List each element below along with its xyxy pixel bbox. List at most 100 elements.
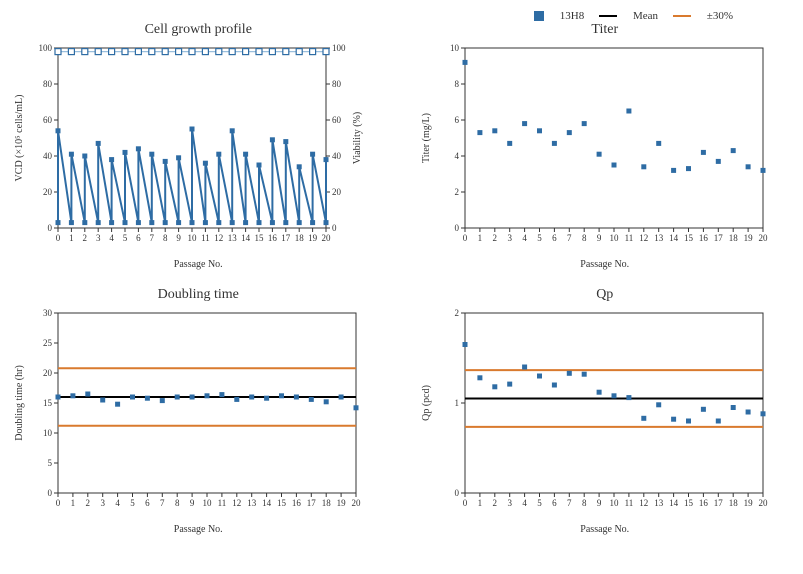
svg-text:5: 5: [123, 233, 128, 243]
svg-text:13: 13: [654, 498, 664, 508]
svg-text:11: 11: [218, 498, 227, 508]
svg-text:40: 40: [43, 151, 53, 161]
svg-text:20: 20: [758, 233, 768, 243]
svg-text:10: 10: [43, 428, 53, 438]
svg-text:13: 13: [654, 233, 664, 243]
chart-doubling: 0123456789101112131415161718192005101520…: [10, 305, 370, 515]
svg-text:2: 2: [454, 308, 459, 318]
svg-text:17: 17: [713, 498, 723, 508]
svg-text:9: 9: [190, 498, 195, 508]
svg-text:20: 20: [352, 498, 362, 508]
svg-text:25: 25: [43, 338, 53, 348]
svg-text:3: 3: [100, 498, 105, 508]
svg-text:16: 16: [698, 498, 708, 508]
svg-text:19: 19: [743, 233, 753, 243]
svg-text:14: 14: [262, 498, 272, 508]
svg-text:18: 18: [728, 498, 738, 508]
panel-titer: Titer 0123456789101112131415161718192002…: [417, 22, 794, 277]
svg-text:5: 5: [48, 458, 53, 468]
svg-text:14: 14: [669, 498, 679, 508]
svg-text:2: 2: [492, 498, 497, 508]
panel-title: Titer: [417, 22, 794, 38]
svg-text:3: 3: [507, 233, 512, 243]
svg-text:6: 6: [145, 498, 150, 508]
svg-text:14: 14: [241, 233, 251, 243]
svg-text:7: 7: [567, 233, 572, 243]
svg-text:12: 12: [639, 498, 648, 508]
legend-marker-series: [534, 11, 544, 21]
svg-text:10: 10: [203, 498, 213, 508]
svg-text:VCD (×10⁵ cells/mL): VCD (×10⁵ cells/mL): [14, 95, 25, 182]
svg-text:2: 2: [454, 187, 459, 197]
svg-text:20: 20: [332, 187, 342, 197]
svg-text:80: 80: [43, 79, 53, 89]
svg-text:0: 0: [48, 488, 53, 498]
svg-text:0: 0: [462, 498, 467, 508]
svg-text:20: 20: [43, 187, 53, 197]
svg-text:5: 5: [537, 233, 542, 243]
svg-text:11: 11: [624, 233, 633, 243]
svg-text:40: 40: [332, 151, 342, 161]
svg-text:16: 16: [268, 233, 278, 243]
svg-text:20: 20: [758, 498, 768, 508]
svg-text:4: 4: [522, 498, 527, 508]
svg-text:1: 1: [69, 233, 74, 243]
x-axis-label: Passage No.: [10, 524, 387, 535]
svg-text:12: 12: [214, 233, 223, 243]
svg-text:16: 16: [698, 233, 708, 243]
svg-text:4: 4: [109, 233, 114, 243]
svg-text:6: 6: [552, 233, 557, 243]
chart-legend: 13H8 Mean ±30%: [10, 10, 793, 22]
svg-text:14: 14: [669, 233, 679, 243]
legend-marker-band: [673, 15, 691, 17]
panel-qp: Qp 01234567891011121314151617181920012Qp…: [417, 287, 794, 542]
svg-text:4: 4: [522, 233, 527, 243]
x-axis-label: Passage No.: [10, 259, 387, 270]
svg-text:8: 8: [175, 498, 180, 508]
svg-text:6: 6: [454, 115, 459, 125]
svg-text:0: 0: [454, 488, 459, 498]
svg-text:15: 15: [255, 233, 265, 243]
svg-text:7: 7: [160, 498, 165, 508]
svg-text:8: 8: [163, 233, 168, 243]
panel-title: Doubling time: [10, 287, 387, 303]
x-axis-label: Passage No.: [417, 259, 794, 270]
svg-text:80: 80: [332, 79, 342, 89]
svg-text:1: 1: [71, 498, 76, 508]
panel-title: Qp: [417, 287, 794, 303]
svg-text:9: 9: [596, 498, 601, 508]
svg-text:19: 19: [743, 498, 753, 508]
svg-text:10: 10: [609, 233, 619, 243]
svg-text:13: 13: [247, 498, 257, 508]
svg-text:2: 2: [492, 233, 497, 243]
panel-cell-growth: Cell growth profile 01234567891011121314…: [10, 22, 387, 277]
svg-text:100: 100: [39, 43, 53, 53]
svg-text:11: 11: [624, 498, 633, 508]
svg-text:Titer (mg/L): Titer (mg/L): [421, 113, 432, 163]
svg-text:2: 2: [83, 233, 88, 243]
svg-text:15: 15: [277, 498, 287, 508]
svg-text:9: 9: [596, 233, 601, 243]
svg-text:5: 5: [537, 498, 542, 508]
svg-text:17: 17: [713, 233, 723, 243]
svg-text:1: 1: [454, 398, 459, 408]
legend-label-mean: Mean: [633, 10, 658, 22]
svg-text:15: 15: [684, 233, 694, 243]
svg-text:17: 17: [281, 233, 291, 243]
x-axis-label: Passage No.: [417, 524, 794, 535]
chart-grid: Cell growth profile 01234567891011121314…: [10, 22, 793, 542]
svg-text:0: 0: [332, 223, 337, 233]
svg-text:18: 18: [728, 233, 738, 243]
svg-text:12: 12: [639, 233, 648, 243]
svg-text:30: 30: [43, 308, 53, 318]
svg-text:100: 100: [332, 43, 346, 53]
svg-text:19: 19: [308, 233, 318, 243]
panel-doubling: Doubling time 01234567891011121314151617…: [10, 287, 387, 542]
svg-text:13: 13: [228, 233, 238, 243]
svg-text:15: 15: [684, 498, 694, 508]
svg-text:18: 18: [295, 233, 305, 243]
svg-text:18: 18: [322, 498, 332, 508]
svg-text:3: 3: [96, 233, 101, 243]
svg-text:8: 8: [454, 79, 459, 89]
svg-text:17: 17: [307, 498, 317, 508]
